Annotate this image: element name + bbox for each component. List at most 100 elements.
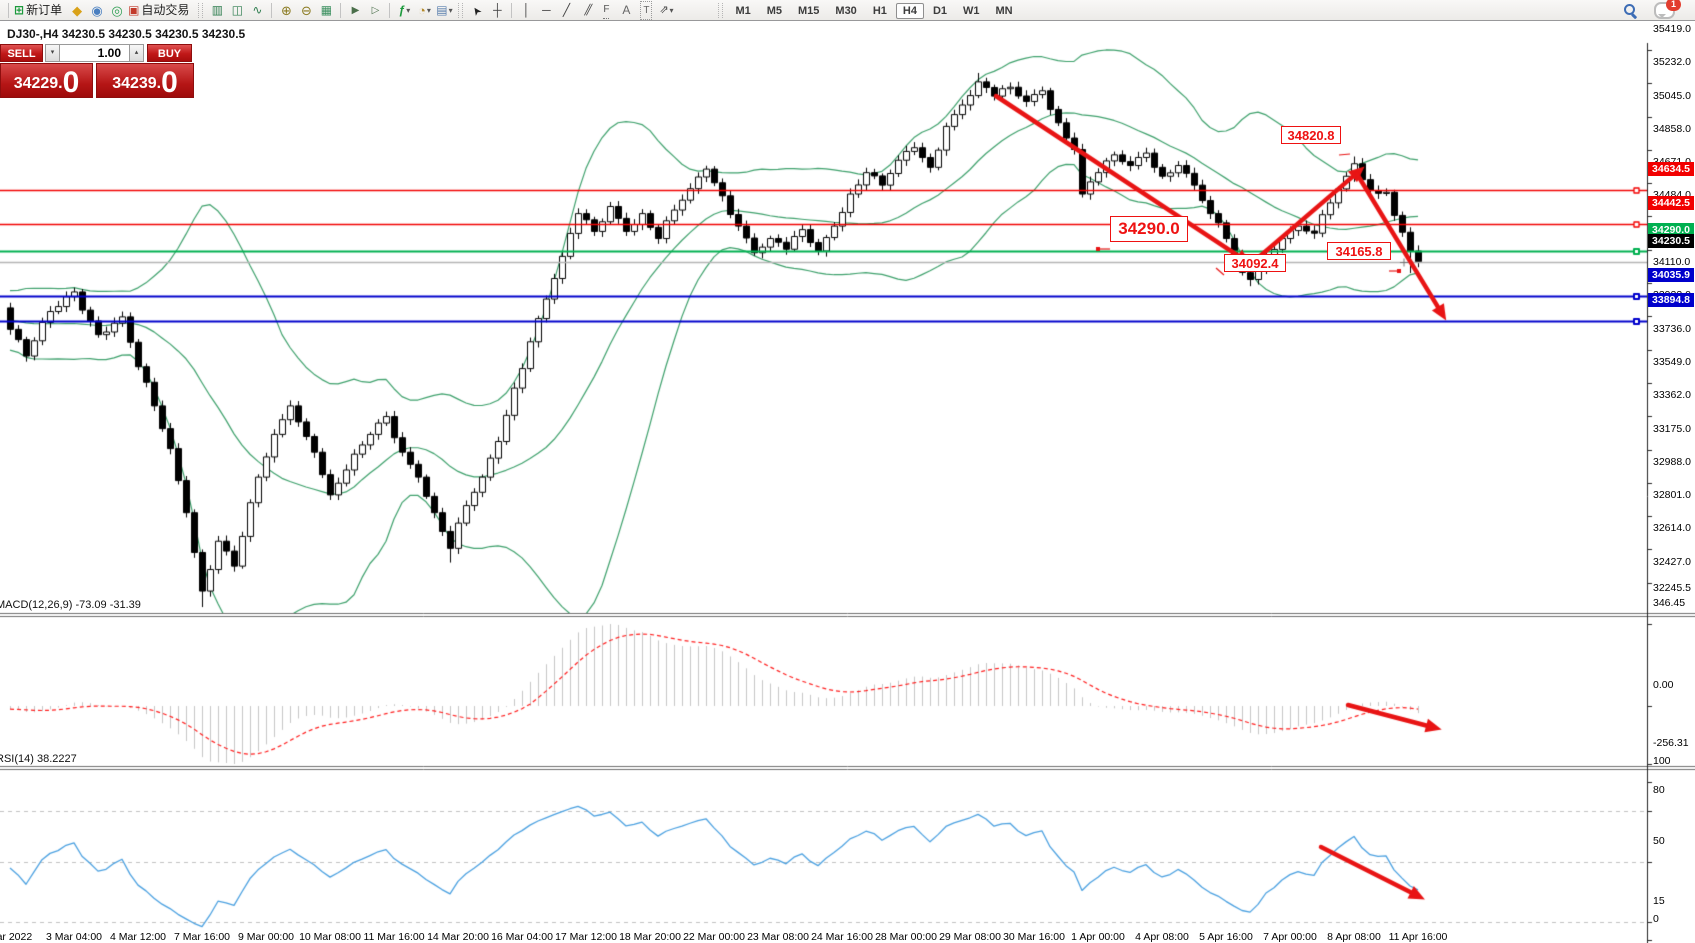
chart-shift-icon: ▷ [371,4,380,16]
zoom-in-button[interactable]: ⊕ [277,2,295,19]
candlestick-chart-button[interactable]: ◫ [228,2,246,19]
notifications-icon[interactable]: 1 [1654,0,1681,22]
main-toolbar: ⊞ 新订单 ◆ ◉ ◎ ▣ 自动交易 ▥ ◫ ∿ ⊕ ⊖ ▦ ▶ ▷ ƒ ▾ [0,0,1695,21]
volume-input[interactable] [60,44,129,62]
sell-price-main: 34229. [13,75,63,92]
sell-price-big-digit: 0 [62,66,80,99]
new-order-icon: ⊞ [14,2,25,17]
timeframe-button-M30[interactable]: M30 [835,5,857,17]
timeframe-button-MN[interactable]: MN [995,5,1013,17]
timeframe-button-M15[interactable]: M15 [798,5,820,17]
toolbar-grip [198,2,204,18]
toolbar-separator [340,2,342,18]
sell-price[interactable]: 34229. 0 [0,63,93,98]
templates-icon: ▤ [436,2,448,17]
toolbar-grip [458,2,464,18]
notification-badge: 1 [1666,0,1681,11]
cursor-icon: ➤ [469,3,485,18]
sell-button[interactable]: SELL [0,44,43,62]
toolbar-separator [8,2,9,18]
timeframe-button-D1[interactable]: D1 [932,5,947,17]
shapes-icon: ⇗ [659,3,669,16]
autotrading-button[interactable]: ▣ 自动交易 [128,2,193,19]
cursor-button[interactable]: ➤ [468,2,486,19]
metaeditor-icon: ◆ [72,2,83,18]
toolbar-separator [511,2,513,18]
chart-shift-button[interactable]: ▷ [366,2,384,19]
search-icon[interactable] [1623,3,1638,19]
auto-scroll-icon: ▶ [351,4,360,16]
crosshair-icon: ┼ [493,2,502,17]
vertical-line-icon: │ [522,2,531,17]
bar-chart-icon: ▥ [211,2,224,17]
one-click-trade-panel: SELL ▾ ▴ BUY 34229. 0 34239. 0 [0,44,195,98]
bar-chart-button[interactable]: ▥ [208,2,226,19]
tile-windows-button[interactable]: ▦ [317,2,335,19]
line-chart-icon: ∿ [252,2,263,17]
toolbar-grip [718,2,724,18]
buy-price-big-digit: 0 [161,66,178,99]
tile-windows-icon: ▦ [320,2,333,17]
market-icon: ◉ [91,2,103,18]
channel-icon: ╱╱ [584,4,592,16]
zoom-out-icon: ⊖ [300,2,312,18]
shapes-button[interactable]: ⇗ ▾ [657,2,675,19]
new-order-label: 新订单 [26,2,63,17]
text-icon: A [622,2,631,17]
label-button[interactable]: T [637,0,655,20]
timeframe-button-H4[interactable]: H4 [895,3,924,19]
zoom-in-icon: ⊕ [280,2,292,18]
metaeditor-button[interactable]: ◆ [68,2,86,19]
trendline-button[interactable]: ╱ [557,2,575,19]
market-button[interactable]: ◉ [88,2,106,19]
candlestick-chart-icon: ◫ [231,2,244,17]
horizontal-line-button[interactable]: ─ [537,2,555,19]
new-order-button[interactable]: ⊞ 新订单 [14,2,66,19]
trendline-icon: ╱ [562,2,571,17]
chevron-down-icon: ▾ [669,5,674,15]
autotrading-icon: ▣ [128,2,140,17]
timeframe-button-W1[interactable]: W1 [963,5,980,17]
price-chart-canvas[interactable] [0,21,1695,943]
symbol-info: DJ30-,H4 34230.5 34230.5 34230.5 34230.5 [7,27,246,41]
fibonacci-button[interactable]: F [597,2,615,19]
chart-window [0,21,1695,943]
chevron-down-icon: ▾ [426,5,431,15]
label-icon: T [640,0,653,20]
timeframe-toolbar: M1 M5 M15 M30 H1 H4 D1 W1 MN [727,1,1020,19]
vertical-line-button[interactable]: │ [517,2,535,19]
clock-icon: ◔ [418,2,426,18]
periods-button[interactable]: ◔ ▾ [415,2,433,19]
chat-bubble-tail [1658,13,1666,22]
horizontal-line-icon: ─ [542,2,551,17]
autotrading-label: 自动交易 [141,2,190,17]
volume-increase-button[interactable]: ▴ [129,44,144,62]
line-chart-button[interactable]: ∿ [248,2,266,19]
timeframe-button-M1[interactable]: M1 [735,5,751,17]
text-button[interactable]: A [617,2,635,19]
toolbar-separator [271,2,273,18]
zoom-out-button[interactable]: ⊖ [297,2,315,19]
buy-price-main: 34239. [112,75,162,92]
channel-button[interactable]: ╱╱ [577,2,595,19]
toolbar-right-group: 1 [1623,0,1681,22]
auto-scroll-button[interactable]: ▶ [346,2,364,19]
spin-down-icon: ▾ [50,49,55,56]
chevron-down-icon: ▾ [406,5,411,15]
templates-button[interactable]: ▤ ▾ [435,2,453,19]
indicators-add-icon: ƒ [398,2,406,17]
buy-price[interactable]: 34239. 0 [96,63,194,98]
indicators-button[interactable]: ƒ ▾ [395,2,413,19]
fibonacci-icon: F [603,1,610,19]
timeframe-button-M5[interactable]: M5 [766,5,782,17]
crosshair-button[interactable]: ┼ [488,2,506,19]
signals-icon: ◎ [111,2,123,18]
signals-button[interactable]: ◎ [108,2,126,19]
buy-button[interactable]: BUY [147,44,192,62]
volume-decrease-button[interactable]: ▾ [45,44,60,62]
spin-up-icon: ▴ [134,49,139,56]
toolbar-separator [389,2,391,18]
timeframe-button-H1[interactable]: H1 [872,5,887,17]
chevron-down-icon: ▾ [448,5,453,15]
